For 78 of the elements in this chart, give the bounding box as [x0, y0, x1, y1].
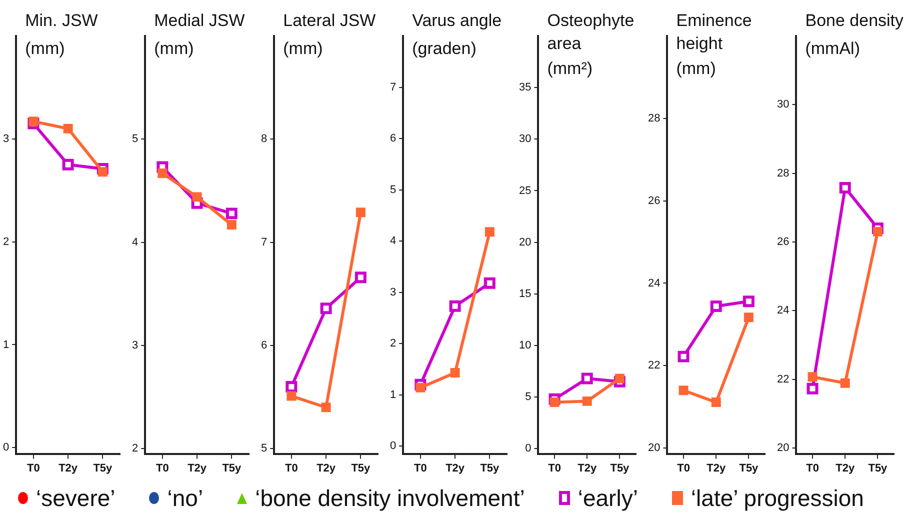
x-tick-label: T0 [27, 462, 40, 474]
chart-title: Eminence height [676, 11, 752, 53]
x-tick-label: T5y [351, 462, 372, 474]
y-tick-label: 20 [518, 236, 532, 248]
y-tick-label: 3 [132, 340, 138, 352]
x-tick-label: T2y [706, 462, 726, 474]
legend-label: ‘severe’ [36, 484, 116, 512]
chart-title: Min. JSW [25, 11, 98, 30]
y-tick-label: 10 [518, 340, 532, 352]
y-tick-label: 24 [648, 277, 660, 290]
y-tick-label: 5 [390, 184, 396, 196]
x-tick-label: T5y [93, 462, 114, 474]
chart-subtitle: (mm) [154, 39, 194, 58]
chart-subtitle: (mmAl) [805, 39, 860, 58]
x-tick-label: T2y [836, 462, 856, 474]
legend-label: ‘bone density involvement’ [255, 484, 525, 512]
text: (mm) [676, 59, 716, 78]
y-tick-label: 0 [525, 442, 532, 455]
y-tick-label: 15 [518, 288, 532, 300]
y-tick-label: 5 [260, 442, 268, 455]
y-tick-label: 28 [776, 167, 790, 180]
y-tick-label: 25 [518, 184, 532, 197]
legend-label: ‘late’ progression [690, 484, 864, 512]
y-tick-label: 6 [390, 132, 396, 145]
chart-title: Osteophyte area [547, 11, 634, 53]
chart-subtitle: (mm) [283, 39, 323, 58]
y-tick-label: 20 [776, 442, 790, 454]
x-tick-label: T5y [739, 462, 760, 474]
y-tick-label: 24 [776, 304, 790, 317]
x-tick-label: T5y [610, 462, 630, 474]
y-tick-label: 30 [518, 133, 532, 146]
y-tick-label: 6 [260, 340, 268, 352]
y-tick-label: 2 [2, 236, 10, 248]
y-tick-label: 5 [132, 133, 138, 146]
chart-title: Lateral JSW [283, 11, 376, 30]
y-tick-label: 5 [525, 391, 532, 404]
y-tick-label: 26 [776, 236, 790, 248]
y-tick-label: 22 [648, 360, 660, 372]
x-tick-label: T2y [446, 462, 466, 474]
y-tick-label: 20 [648, 442, 660, 454]
y-tick-label: 0 [390, 440, 396, 452]
x-tick-label: T2y [316, 462, 336, 474]
x-tick-label: T0 [548, 462, 561, 474]
x-tick-label: T0 [156, 462, 169, 474]
y-tick-label: 3 [2, 132, 10, 145]
y-tick-label: 22 [776, 373, 790, 386]
chart-subtitle: (graden) [412, 39, 476, 58]
chart-title: Medial JSW [154, 11, 245, 30]
x-tick-label: T5y [480, 462, 500, 474]
y-tick-label: 0 [2, 442, 10, 454]
y-tick-label: 4 [390, 235, 396, 248]
chart-subtitle: (mm) [25, 39, 65, 58]
y-tick-label: 26 [648, 194, 660, 207]
y-tick-label: 8 [260, 133, 268, 146]
y-tick-label: 30 [776, 98, 790, 111]
y-tick-label: 2 [132, 442, 138, 455]
text: (mm²) [547, 59, 593, 78]
x-tick-label: T2y [578, 462, 598, 474]
y-tick-label: 7 [260, 236, 268, 248]
y-tick-label: 3 [390, 286, 396, 298]
x-tick-label: T5y [222, 462, 242, 474]
y-tick-label: 35 [518, 82, 532, 94]
x-tick-label: T2y [188, 462, 208, 474]
y-tick-label: 1 [390, 388, 396, 401]
x-tick-label: T0 [285, 462, 298, 474]
y-tick-label: 4 [132, 236, 138, 248]
x-tick-label: T0 [414, 462, 427, 474]
y-tick-label: 2 [390, 338, 396, 350]
y-tick-label: 7 [390, 81, 396, 94]
x-tick-label: T0 [806, 462, 819, 474]
chart-title: Varus angle [412, 11, 502, 30]
y-tick-label: 1 [2, 338, 10, 351]
x-tick-label: T2y [58, 462, 78, 474]
x-tick-label: T5y [868, 462, 888, 474]
x-tick-label: T0 [677, 462, 690, 474]
y-tick-label: 28 [648, 112, 660, 124]
legend-label: ‘no’ [167, 484, 204, 512]
legend-label: ‘early’ [578, 484, 638, 512]
